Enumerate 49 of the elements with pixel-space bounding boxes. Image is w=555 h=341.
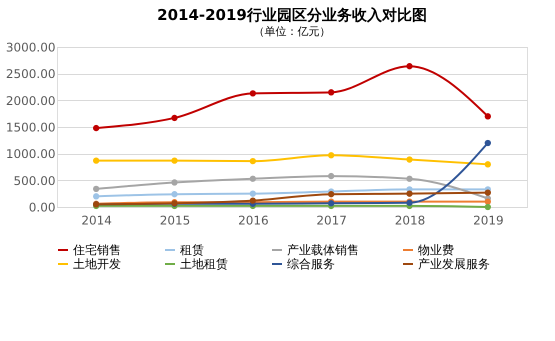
x-tick-label: 2015 <box>160 214 190 228</box>
point <box>250 158 256 164</box>
legend-label: 土地租赁 <box>180 257 228 271</box>
point <box>250 190 256 197</box>
legend-label: 综合服务 <box>287 257 335 271</box>
point <box>328 89 334 96</box>
point <box>328 191 334 198</box>
chart-title: 2014-2019行业园区分业务收入对比图 <box>157 6 427 24</box>
point <box>171 114 178 122</box>
x-tick-label: 2018 <box>394 214 426 228</box>
point <box>406 63 413 70</box>
point <box>406 176 413 182</box>
y-tick-label: 2000.00 <box>6 94 56 108</box>
point <box>171 157 178 164</box>
legend-label: 物业费 <box>418 243 454 257</box>
point <box>93 186 100 192</box>
legend-label: 产业载体销售 <box>287 243 359 257</box>
y-tick-label: 3000.00 <box>6 40 56 54</box>
point <box>484 161 491 168</box>
point <box>328 152 334 158</box>
point <box>171 191 178 198</box>
legend-label: 租赁 <box>180 243 204 257</box>
point <box>484 204 491 210</box>
x-tick-label: 2016 <box>238 214 269 228</box>
legend-label: 产业发展服务 <box>418 257 490 271</box>
point <box>406 156 413 163</box>
point <box>250 90 256 97</box>
x-tick-label: 2017 <box>316 214 347 228</box>
point <box>484 140 491 146</box>
point <box>93 124 100 132</box>
legend-label: 住宅销售 <box>72 243 121 257</box>
chart-subtitle: （单位：亿元） <box>254 25 330 38</box>
y-tick-label: 1000.00 <box>6 147 56 162</box>
point <box>406 190 413 197</box>
point <box>484 189 491 196</box>
point <box>93 157 100 164</box>
point <box>328 172 334 180</box>
point <box>484 113 491 120</box>
y-tick-label: 0.00 <box>28 200 56 214</box>
point <box>250 176 256 182</box>
x-tick-label: 2014 <box>81 214 112 228</box>
point <box>171 179 178 186</box>
y-tick-label: 1500.00 <box>6 120 56 134</box>
x-tick-label: 2019 <box>473 214 504 228</box>
y-tick-label: 500.00 <box>14 174 56 188</box>
y-tick-label: 2500.00 <box>6 67 56 82</box>
point <box>484 198 491 205</box>
legend-label: 土地开发 <box>73 257 121 271</box>
point <box>93 193 100 200</box>
